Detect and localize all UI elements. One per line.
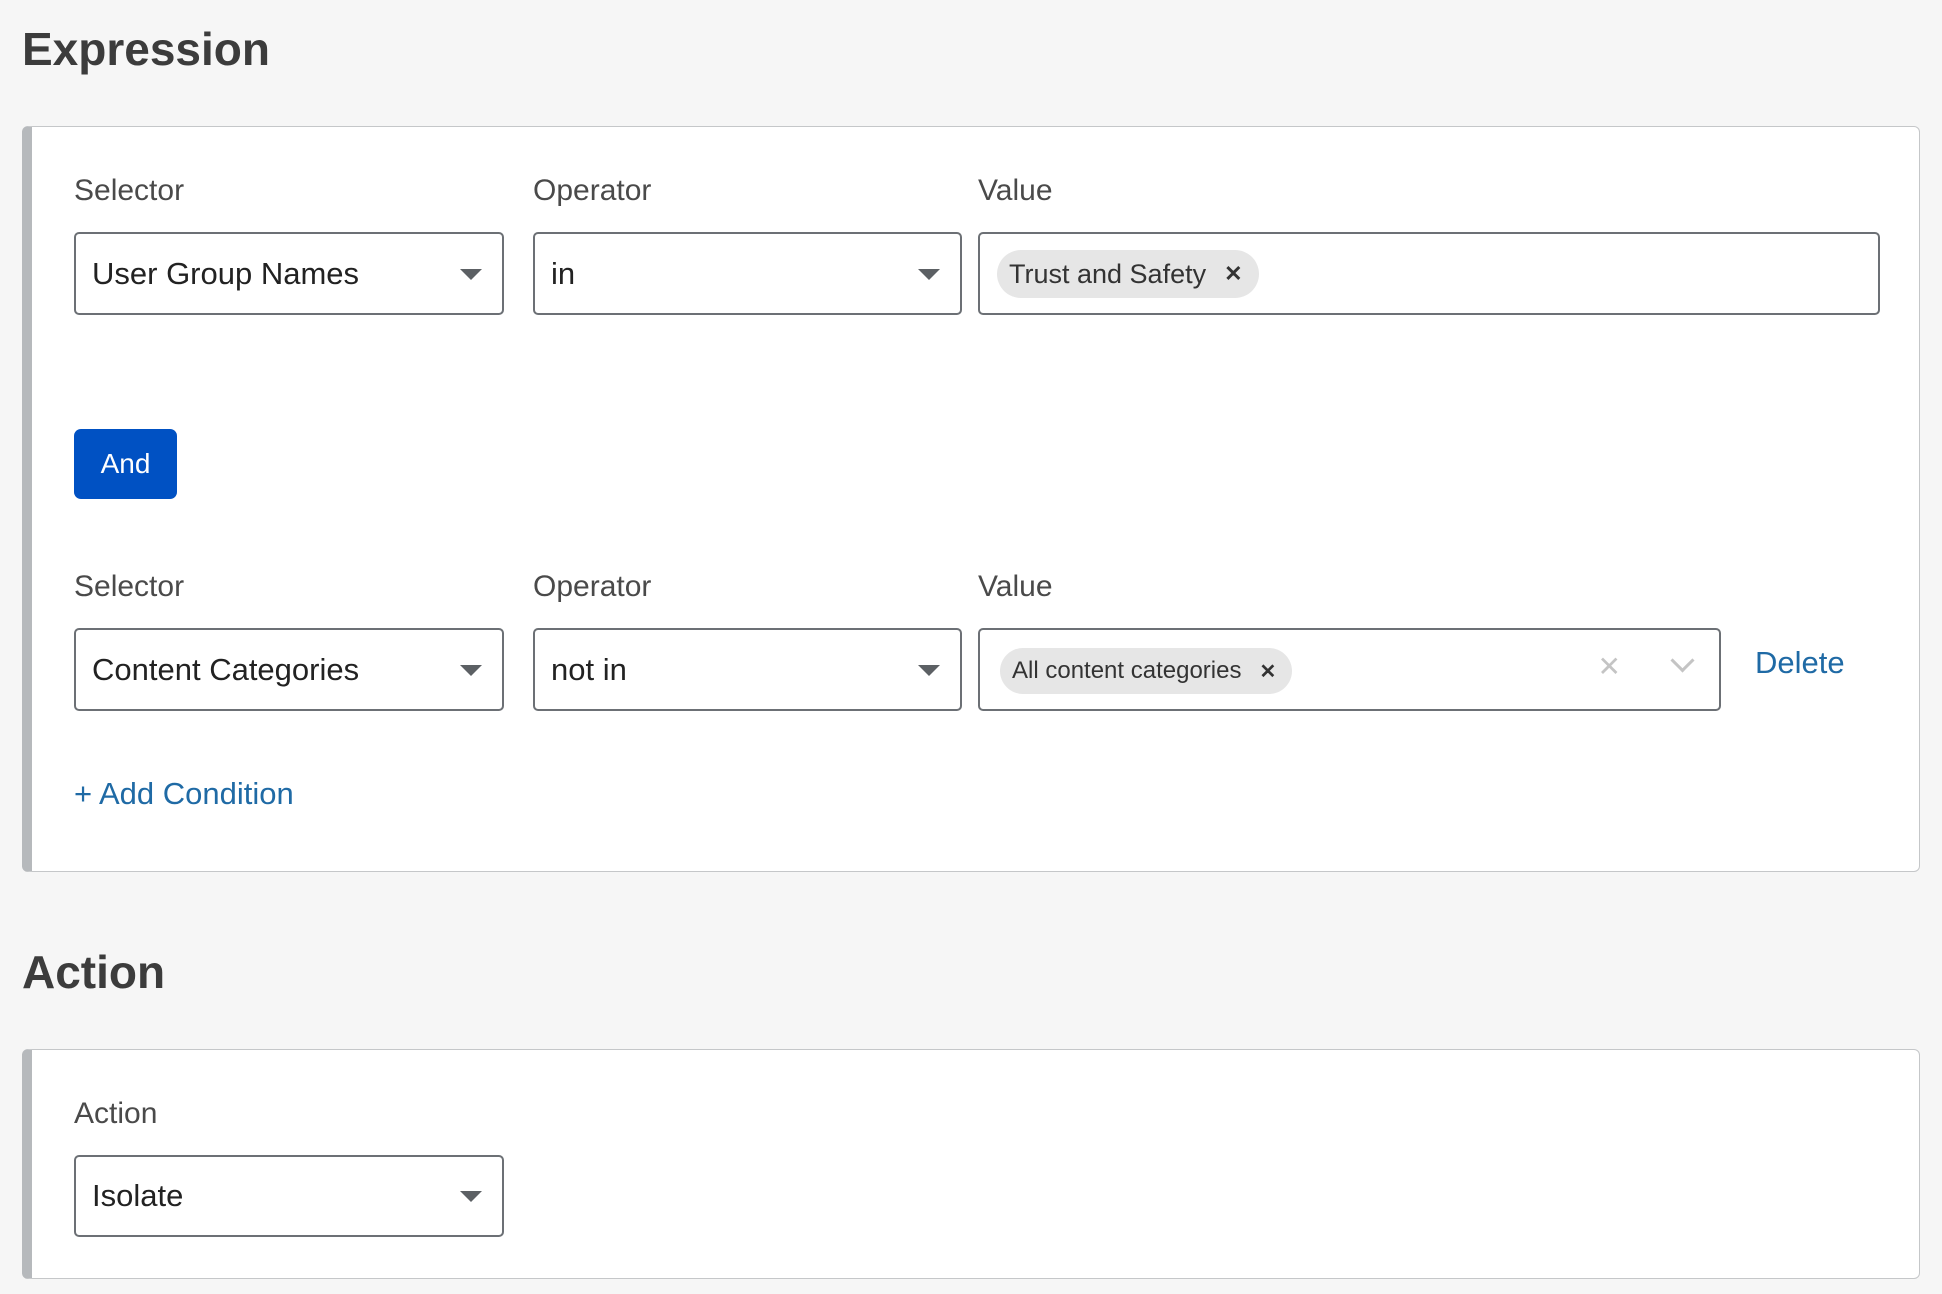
and-button[interactable]: And [74, 429, 177, 499]
clear-all-icon[interactable]: ✕ [1597, 651, 1621, 682]
operator-label: Operator [533, 174, 652, 207]
value-chip: Trust and Safety ✕ [997, 250, 1259, 298]
chip-label: All content categories [1012, 657, 1242, 684]
value-label: Value [978, 174, 1053, 207]
caret-down-icon [918, 268, 940, 280]
action-value: Isolate [92, 1178, 184, 1213]
chevron-down-icon[interactable] [1670, 648, 1695, 673]
operator-value: in [551, 255, 576, 291]
value-chip: All content categories ✕ [1000, 648, 1293, 694]
operator-dropdown[interactable]: in [533, 232, 962, 315]
selector-dropdown[interactable]: User Group Names [74, 232, 504, 315]
caret-down-icon [460, 268, 482, 280]
selector-dropdown[interactable]: Content Categories [74, 628, 504, 711]
value-multiselect[interactable]: All content categories ✕ ✕ [978, 628, 1721, 711]
add-condition-link[interactable]: + Add Condition [74, 776, 294, 811]
value-multiselect[interactable]: Trust and Safety ✕ [978, 232, 1880, 315]
selector-label: Selector [74, 570, 185, 603]
caret-down-icon [918, 664, 940, 676]
delete-link[interactable]: Delete [1755, 645, 1845, 680]
remove-chip-icon[interactable]: ✕ [1224, 261, 1243, 286]
remove-chip-icon[interactable]: ✕ [1259, 660, 1277, 683]
value-label: Value [978, 570, 1053, 603]
selector-value: Content Categories [92, 651, 360, 687]
selector-label: Selector [74, 174, 185, 207]
operator-value: not in [551, 651, 627, 687]
operator-dropdown[interactable]: not in [533, 628, 962, 711]
chip-label: Trust and Safety [1009, 258, 1207, 289]
caret-down-icon [460, 664, 482, 676]
expression-heading: Expression [22, 23, 270, 75]
selector-value: User Group Names [92, 255, 360, 291]
action-label: Action [74, 1097, 158, 1130]
action-heading: Action [22, 946, 166, 998]
operator-label: Operator [533, 570, 652, 603]
action-dropdown[interactable]: Isolate [74, 1155, 504, 1237]
caret-down-icon [460, 1191, 482, 1202]
